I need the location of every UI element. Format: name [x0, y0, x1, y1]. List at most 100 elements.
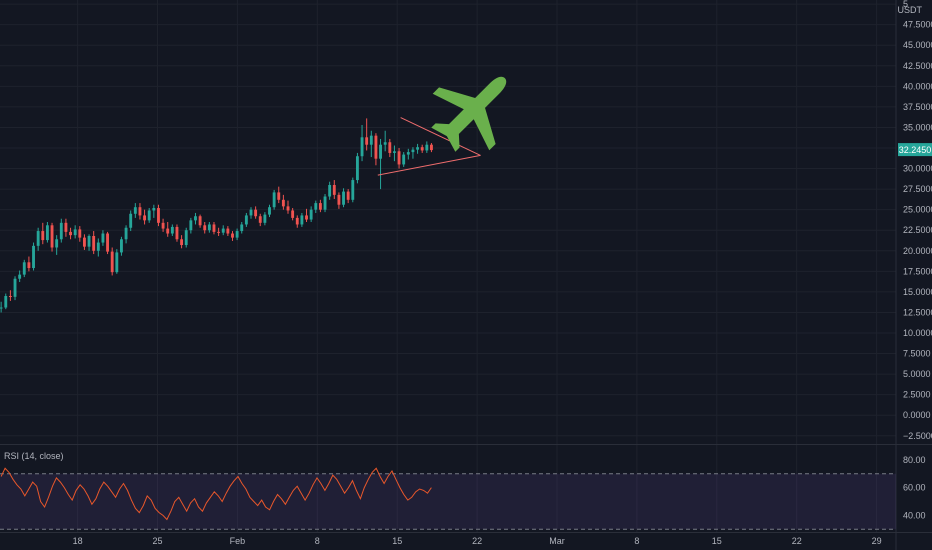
candle — [161, 218, 165, 232]
candle — [383, 130, 387, 152]
price-tick-label: 47.5000 — [903, 20, 932, 30]
candle — [369, 130, 373, 158]
candle — [305, 208, 308, 222]
price-tick-label: −2.5000 — [903, 431, 932, 441]
candle — [406, 148, 410, 160]
candle — [337, 192, 341, 209]
triangle-upper-line[interactable] — [400, 117, 481, 156]
rsi-line — [0, 467, 432, 521]
price-tick-label: 22.5000 — [903, 225, 932, 235]
candle — [425, 141, 429, 153]
candle — [124, 225, 128, 244]
candle — [231, 231, 234, 241]
rsi-indicator-label[interactable]: RSI (14, close) — [4, 451, 64, 461]
candle — [175, 224, 179, 242]
triangle-lower-line[interactable] — [377, 154, 481, 176]
price-tick-label: 2.5000 — [903, 390, 931, 400]
rsi-tick-label: 40.00 — [903, 510, 926, 520]
time-tick-label: 8 — [634, 536, 639, 546]
time-tick-label: 29 — [872, 536, 882, 546]
price-axis[interactable]: 5 47.5000 45.0000 42.5000 40.0000 37.5000 35.0… — [903, 0, 932, 441]
price-tick-label: 27.5000 — [903, 184, 932, 194]
time-tick-label: 18 — [73, 536, 83, 546]
candle — [277, 186, 281, 204]
price-tick-label: 15.0000 — [903, 287, 932, 297]
candle — [249, 207, 253, 219]
candle — [295, 215, 299, 228]
time-tick-label: 25 — [153, 536, 163, 546]
candle — [138, 203, 142, 220]
candle — [69, 227, 72, 240]
candle — [115, 249, 119, 274]
candle — [101, 230, 105, 246]
candle — [194, 212, 197, 225]
candle — [27, 256, 31, 272]
candle — [13, 276, 17, 301]
candle — [263, 212, 267, 226]
candle — [365, 118, 369, 151]
candle — [189, 217, 193, 234]
candle — [96, 238, 100, 257]
candle — [388, 138, 392, 158]
candle — [78, 226, 82, 242]
candle — [355, 152, 359, 184]
price-tick-label: 5 — [903, 0, 908, 9]
candle — [36, 227, 40, 251]
price-tick-label: 37.5000 — [903, 102, 932, 112]
price-tick-label: 12.5000 — [903, 307, 932, 317]
candle — [207, 222, 211, 233]
candle — [203, 222, 207, 234]
candle — [18, 270, 22, 283]
candle — [73, 225, 77, 239]
candle — [235, 228, 239, 241]
time-tick-label: 22 — [792, 536, 802, 546]
candles — [0, 118, 433, 313]
rsi-band-fill — [0, 473, 896, 530]
candle — [45, 222, 49, 243]
candle — [226, 226, 230, 236]
candle — [411, 147, 415, 159]
price-tick-label: 17.5000 — [903, 266, 932, 276]
last-price-value: 32.2450 — [899, 145, 932, 155]
candle — [184, 227, 188, 248]
candle — [152, 204, 156, 218]
candle — [268, 204, 271, 218]
candle — [64, 218, 68, 237]
candle — [244, 212, 248, 227]
candle — [258, 213, 262, 227]
candle — [212, 222, 216, 235]
candle — [221, 225, 225, 236]
price-tick-label: 35.0000 — [903, 122, 932, 132]
candle — [110, 247, 114, 276]
candle — [272, 189, 276, 210]
price-tick-label: 30.0000 — [903, 164, 932, 174]
triangle-pattern — [377, 117, 481, 176]
rsi-pane: 80.00 60.00 40.00 — [0, 455, 926, 530]
rsi-tick-label: 80.00 — [903, 455, 926, 465]
candle — [4, 293, 8, 310]
time-tick-label: 8 — [315, 536, 320, 546]
candle — [328, 181, 332, 200]
candle — [87, 234, 91, 251]
candle — [379, 138, 382, 190]
currency-label: USDT — [898, 5, 923, 15]
candle — [55, 235, 59, 255]
time-tick-label: Mar — [549, 536, 565, 546]
price-tick-label: 5.0000 — [903, 369, 931, 379]
price-tick-label: 25.0000 — [903, 205, 932, 215]
candle — [300, 212, 304, 227]
candle — [8, 290, 12, 301]
time-axis[interactable]: 18 25 Feb 8 15 22 Mar 8 15 22 29 — [73, 536, 882, 546]
candle — [392, 145, 396, 162]
last-price-badge: 32.2450 — [898, 143, 932, 157]
candle — [59, 218, 63, 243]
candle — [157, 204, 160, 227]
candle — [240, 222, 244, 234]
candle — [318, 199, 322, 213]
candle — [170, 224, 174, 236]
candle — [342, 188, 345, 208]
candle — [82, 234, 86, 250]
